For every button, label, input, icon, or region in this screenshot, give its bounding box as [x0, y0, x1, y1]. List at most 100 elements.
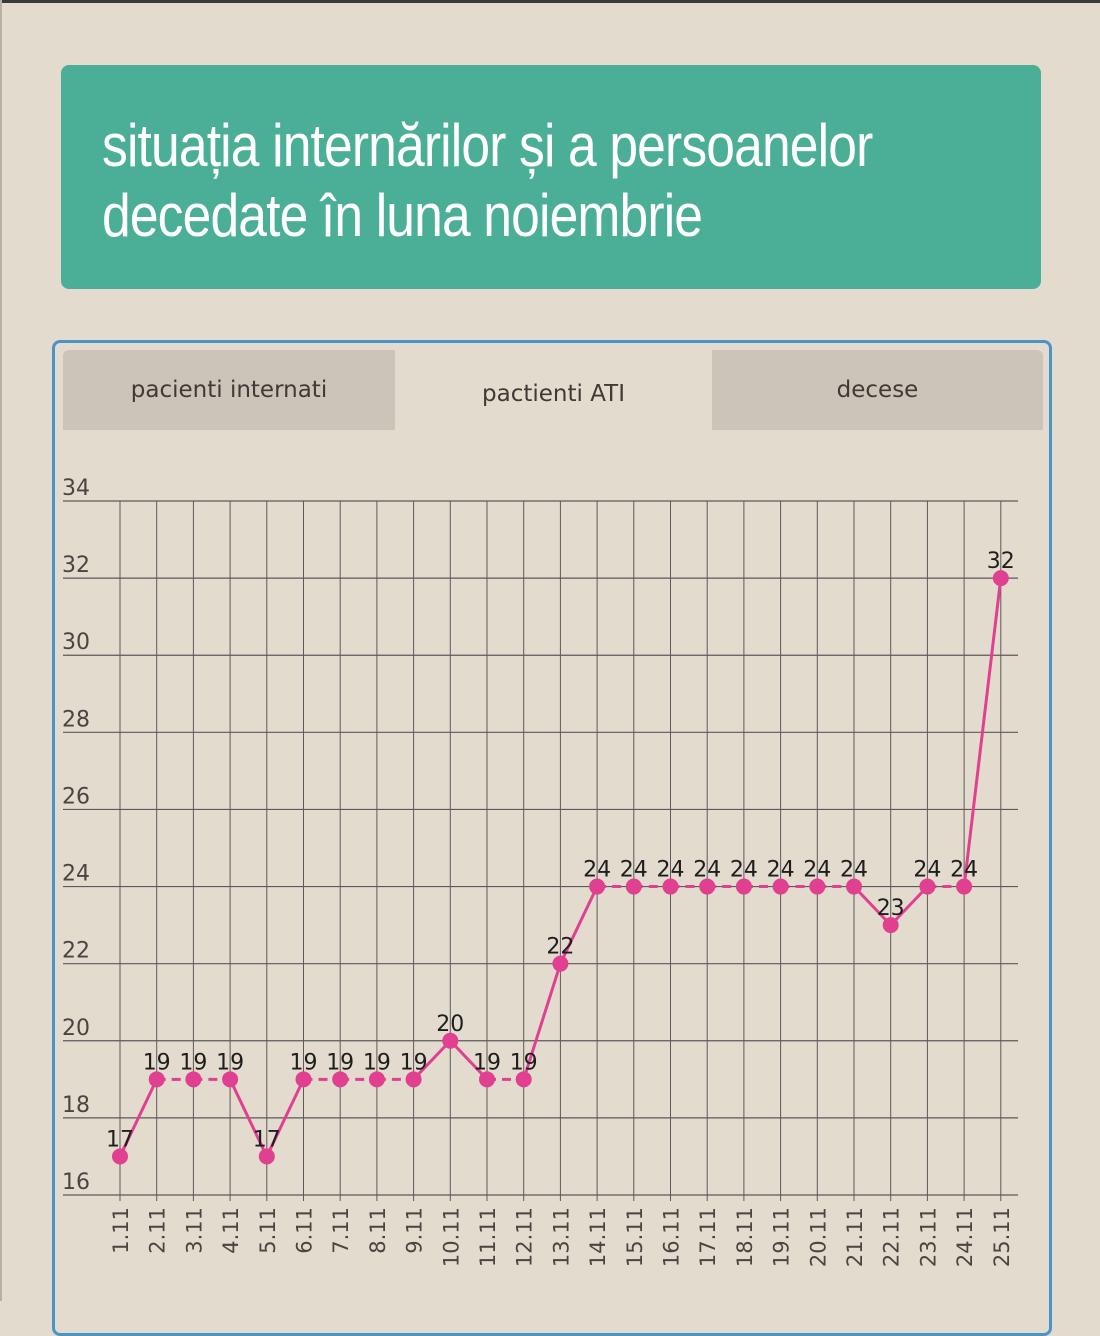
series-segment — [889, 885, 929, 927]
tab-pacienti-ati[interactable]: pactienti ATI — [395, 358, 712, 430]
data-label: 22 — [546, 935, 574, 960]
data-point — [699, 878, 716, 895]
title-banner: situația internărilor și a persoanelor d… — [61, 65, 1041, 289]
data-point — [589, 878, 606, 895]
data-label: 17 — [253, 1127, 281, 1152]
tab-bar: pacienti internati pactienti ATI decese — [63, 350, 1043, 430]
data-point — [295, 1071, 312, 1088]
data-point — [735, 878, 752, 895]
x-tick-label: 6.11 — [293, 1207, 317, 1254]
x-tick-label: 8.11 — [366, 1207, 390, 1254]
x-tick-label: 1.11 — [109, 1207, 133, 1254]
data-point — [625, 878, 642, 895]
data-point — [112, 1148, 128, 1165]
data-point — [515, 1071, 532, 1088]
x-tick-label: 9.11 — [403, 1207, 427, 1254]
x-tick-label: 19.11 — [770, 1207, 794, 1267]
x-tick-label: 11.11 — [476, 1207, 500, 1267]
x-tick-label: 23.11 — [916, 1207, 940, 1267]
data-point — [552, 955, 569, 972]
data-label: 32 — [987, 549, 1015, 574]
tab-decese[interactable]: decese — [712, 350, 1043, 430]
title-line-1: situația internărilor și a persoanelor — [102, 112, 873, 179]
data-label: 19 — [473, 1050, 501, 1075]
data-point — [222, 1071, 239, 1088]
data-label: 19 — [216, 1050, 244, 1075]
data-label: 24 — [657, 858, 685, 883]
data-label: 24 — [620, 858, 648, 883]
series-segment — [559, 885, 599, 965]
tab-pacienti-internati[interactable]: pacienti internati — [63, 350, 395, 430]
data-label: 19 — [363, 1050, 391, 1075]
data-label: 24 — [730, 858, 758, 883]
series-segment — [449, 1039, 489, 1081]
data-label: 24 — [583, 858, 611, 883]
data-label: 24 — [913, 858, 941, 883]
y-tick-label: 18 — [62, 1093, 90, 1118]
data-point — [662, 878, 679, 895]
data-label: 24 — [693, 858, 721, 883]
title-line-2: decedate în luna noiembrie — [102, 182, 703, 249]
y-tick-label: 22 — [62, 939, 90, 964]
series-segment — [962, 577, 1003, 887]
x-tick-label: 10.11 — [439, 1207, 463, 1267]
data-point — [919, 878, 936, 895]
data-point — [882, 917, 899, 934]
data-point — [956, 878, 973, 895]
series-segment — [522, 963, 562, 1080]
y-tick-label: 24 — [62, 862, 90, 887]
series-segment — [118, 1078, 159, 1158]
data-label: 19 — [326, 1050, 354, 1075]
data-point — [185, 1071, 202, 1088]
data-point — [846, 878, 862, 895]
x-tick-label: 2.11 — [146, 1207, 170, 1254]
data-label: 23 — [877, 896, 905, 921]
y-tick-label: 16 — [62, 1170, 90, 1195]
data-label: 20 — [436, 1012, 464, 1037]
left-edge — [0, 0, 2, 1301]
chart-panel: pacienti internati pactienti ATI decese — [52, 340, 1052, 1336]
series-segment — [852, 885, 892, 927]
y-tick-label: 34 — [62, 476, 90, 501]
data-label: 19 — [290, 1050, 318, 1075]
x-tick-label: 25.11 — [990, 1207, 1014, 1267]
data-label: 24 — [767, 858, 795, 883]
series-segment — [228, 1078, 269, 1158]
x-tick-label: 16.11 — [660, 1207, 684, 1267]
y-tick-label: 30 — [62, 630, 90, 655]
x-tick-label: 20.11 — [806, 1207, 830, 1267]
data-point — [368, 1071, 385, 1088]
data-label: 19 — [179, 1050, 207, 1075]
x-tick-label: 5.11 — [256, 1207, 280, 1254]
data-label: 24 — [950, 858, 978, 883]
x-tick-label: 21.11 — [843, 1207, 867, 1267]
data-label: 19 — [400, 1050, 428, 1075]
x-tick-label: 7.11 — [329, 1207, 353, 1254]
y-tick-label: 20 — [62, 1016, 90, 1041]
x-tick-label: 14.11 — [586, 1207, 610, 1267]
x-tick-label: 12.11 — [513, 1207, 537, 1267]
data-point — [809, 878, 826, 895]
data-point — [442, 1032, 459, 1049]
data-point — [772, 878, 789, 895]
x-tick-label: 17.11 — [696, 1207, 720, 1267]
y-tick-label: 32 — [62, 553, 90, 578]
series-segment — [412, 1039, 452, 1081]
data-point — [332, 1071, 349, 1088]
x-tick-label: 24.11 — [953, 1207, 977, 1267]
series-segment — [265, 1078, 305, 1158]
y-tick-label: 28 — [62, 707, 90, 732]
line-chart: 16 18 20 22 24 26 28 30 32 34 1.11 2.11 3.11 4.11 5.11… — [62, 476, 1018, 1267]
data-point — [479, 1071, 495, 1088]
x-tick-label: 13.11 — [549, 1207, 573, 1267]
data-label: 17 — [106, 1127, 134, 1152]
x-tick-label: 18.11 — [733, 1207, 757, 1267]
x-tick-label: 22.11 — [880, 1207, 904, 1267]
x-tick-label: 15.11 — [623, 1207, 647, 1267]
top-border — [0, 0, 1100, 3]
x-tick-label: 3.11 — [182, 1207, 206, 1254]
data-label: 19 — [143, 1050, 171, 1075]
data-point — [258, 1148, 275, 1165]
data-label: 19 — [510, 1050, 538, 1075]
page-title: situația internărilor și a persoanelor d… — [102, 111, 876, 251]
